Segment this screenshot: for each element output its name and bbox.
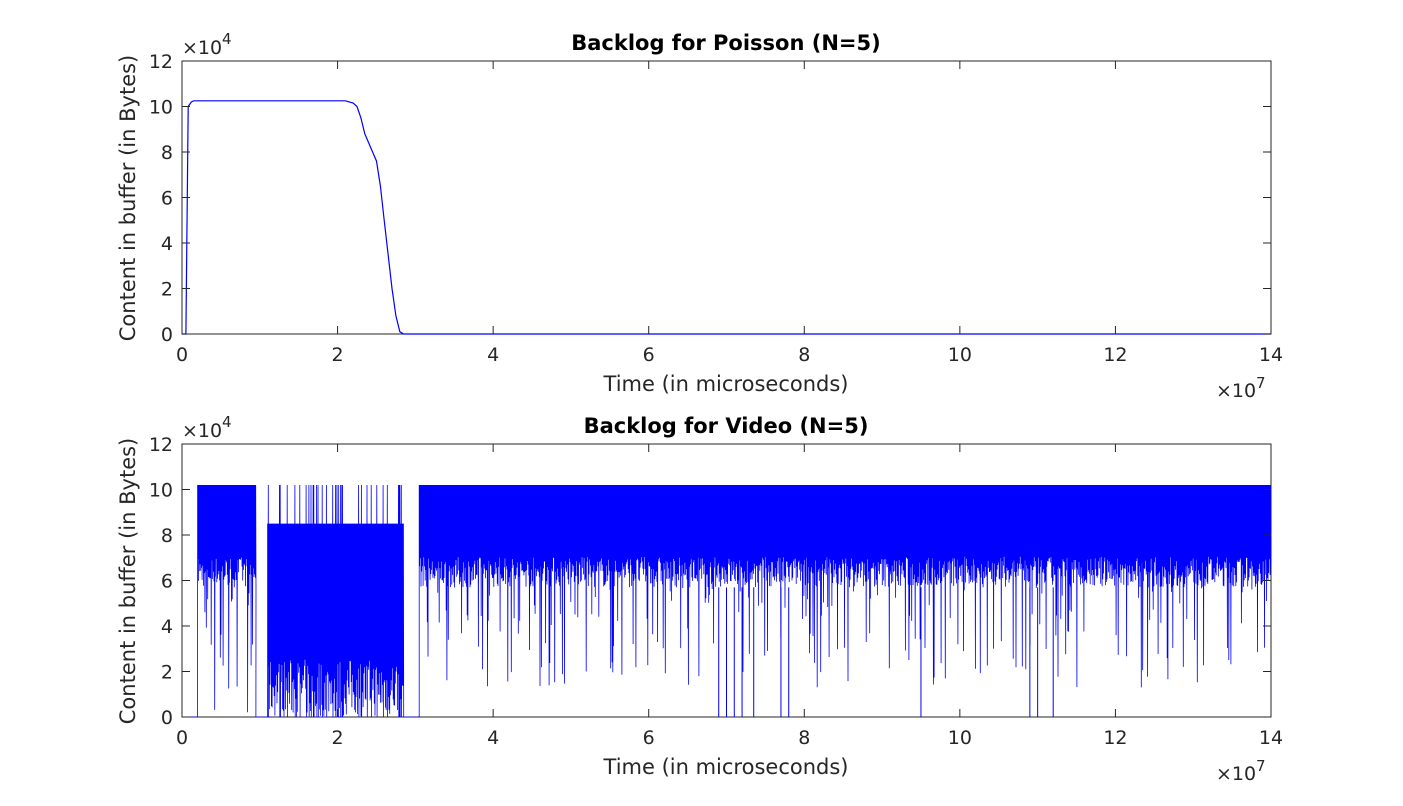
y-axis-label: Content in buffer (in Bytes) [116, 438, 140, 724]
x-tick-label: 2 [332, 344, 344, 366]
data-series [182, 484, 1272, 718]
x-multiplier-base: ×10 [1216, 763, 1256, 785]
chart-title: Backlog for Video (N=5) [584, 414, 869, 438]
y-axis-ticks: 0 2 4 6 8 10 12 [149, 51, 1271, 346]
plot-area [181, 60, 1272, 335]
subplot-video: Backlog for Video (N=5) 0 2 4 6 8 10 12 14 0 2 4 6… [116, 413, 1283, 785]
y-tick-label: 4 [161, 233, 173, 255]
y-tick-label: 2 [161, 662, 173, 684]
y-multiplier-base: ×10 [182, 37, 222, 59]
y-axis-ticks: 0 2 4 6 8 10 12 [149, 434, 1271, 729]
x-multiplier-base: ×10 [1216, 380, 1256, 402]
y-tick-label: 6 [161, 188, 173, 210]
y-multiplier-base: ×10 [182, 420, 222, 442]
x-multiplier-exponent: 7 [1256, 757, 1266, 775]
data-series [182, 100, 1271, 335]
x-tick-label: 10 [948, 727, 972, 749]
x-tick-label: 2 [332, 727, 344, 749]
y-tick-label: 4 [161, 616, 173, 638]
x-axis-label: Time (in microseconds) [603, 755, 849, 779]
y-tick-label: 10 [149, 480, 173, 502]
x-axis-label: Time (in microseconds) [603, 372, 849, 396]
y-tick-label: 12 [149, 51, 173, 73]
x-tick-label: 12 [1103, 727, 1127, 749]
y-axis-label: Content in buffer (in Bytes) [116, 55, 140, 341]
y-tick-label: 12 [149, 434, 173, 456]
y-tick-label: 8 [161, 525, 173, 547]
y-axis-multiplier: ×10 4 [182, 413, 232, 442]
y-tick-label: 6 [161, 571, 173, 593]
y-multiplier-exponent: 4 [222, 30, 232, 48]
y-tick-label: 0 [161, 324, 173, 346]
x-tick-label: 6 [643, 344, 655, 366]
x-tick-label: 8 [798, 727, 810, 749]
y-axis-multiplier: ×10 4 [182, 30, 232, 59]
y-multiplier-exponent: 4 [222, 413, 232, 431]
chart-title: Backlog for Poisson (N=5) [571, 31, 880, 55]
x-tick-label: 8 [798, 344, 810, 366]
x-tick-label: 0 [176, 344, 188, 366]
x-tick-label: 14 [1259, 727, 1283, 749]
y-tick-label: 0 [161, 707, 173, 729]
x-axis-multiplier: ×10 7 [1216, 757, 1266, 785]
x-tick-label: 0 [176, 727, 188, 749]
y-tick-label: 8 [161, 142, 173, 164]
x-tick-label: 6 [643, 727, 655, 749]
x-axis-ticks: 0 2 4 6 8 10 12 14 [176, 61, 1283, 366]
subplot-poisson: Backlog for Poisson (N=5) 0 2 4 6 8 10 12 14 0 2… [116, 30, 1283, 402]
y-tick-label: 10 [149, 97, 173, 119]
y-tick-label: 2 [161, 279, 173, 301]
x-tick-label: 10 [948, 344, 972, 366]
x-tick-label: 4 [487, 727, 499, 749]
series-line [182, 484, 1272, 718]
x-tick-label: 12 [1103, 344, 1127, 366]
x-axis-multiplier: ×10 7 [1216, 374, 1266, 402]
x-multiplier-exponent: 7 [1256, 374, 1266, 392]
x-tick-label: 4 [487, 344, 499, 366]
series-line [182, 100, 1271, 335]
x-tick-label: 14 [1259, 344, 1283, 366]
x-axis-ticks: 0 2 4 6 8 10 12 14 [176, 444, 1283, 749]
